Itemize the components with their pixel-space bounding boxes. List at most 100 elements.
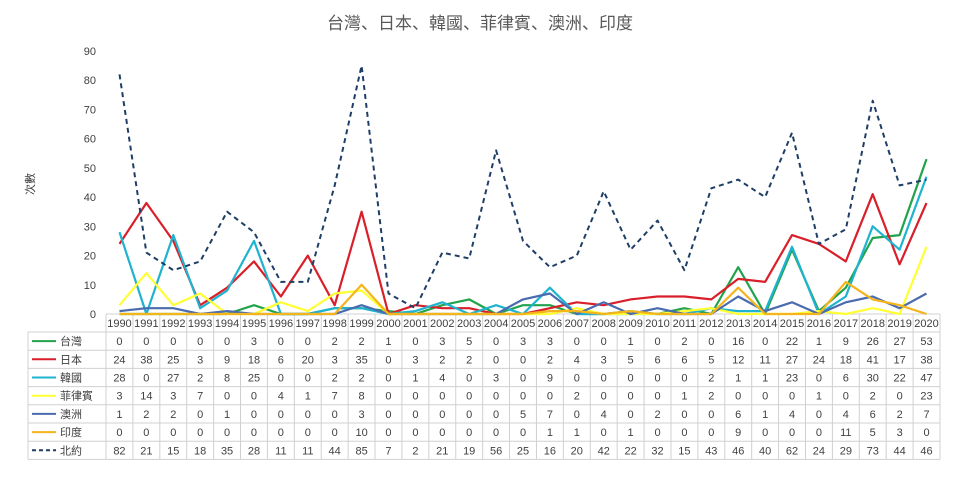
data-value: 9 bbox=[843, 336, 849, 348]
data-value: 3 bbox=[116, 391, 122, 403]
data-value: 0 bbox=[762, 336, 768, 348]
data-value: 0 bbox=[654, 391, 660, 403]
data-value: 27 bbox=[894, 336, 906, 348]
data-value: 1 bbox=[116, 409, 122, 421]
data-value: 3 bbox=[359, 409, 365, 421]
series-name: 日本 bbox=[60, 352, 82, 366]
data-value: 1 bbox=[762, 373, 768, 385]
data-value: 0 bbox=[385, 391, 391, 403]
data-value: 82 bbox=[113, 445, 125, 457]
data-value: 6 bbox=[843, 373, 849, 385]
data-value: 1 bbox=[628, 427, 634, 439]
data-value: 0 bbox=[762, 427, 768, 439]
data-value: 0 bbox=[574, 336, 580, 348]
data-value: 11 bbox=[302, 445, 313, 457]
data-value: 53 bbox=[920, 336, 932, 348]
x-tick-label: 2006 bbox=[538, 318, 562, 330]
data-value: 5 bbox=[466, 336, 472, 348]
data-value: 0 bbox=[143, 427, 149, 439]
data-value: 1 bbox=[816, 391, 822, 403]
data-value: 18 bbox=[248, 354, 260, 366]
y-tick-label: 0 bbox=[90, 309, 96, 321]
y-tick-label: 80 bbox=[84, 75, 96, 87]
data-value: 2 bbox=[359, 373, 365, 385]
x-tick-label: 2001 bbox=[403, 318, 427, 330]
data-value: 17 bbox=[894, 354, 906, 366]
x-tick-label: 2013 bbox=[726, 318, 750, 330]
data-value: 0 bbox=[574, 373, 580, 385]
data-value: 2 bbox=[332, 373, 338, 385]
data-value: 5 bbox=[520, 409, 526, 421]
data-value: 25 bbox=[517, 445, 529, 457]
data-value: 42 bbox=[598, 445, 610, 457]
data-value: 9 bbox=[735, 427, 741, 439]
series-name: 澳洲 bbox=[60, 408, 82, 421]
data-value: 46 bbox=[920, 445, 932, 457]
x-tick-label: 1991 bbox=[134, 318, 158, 330]
data-value: 0 bbox=[466, 373, 472, 385]
data-value: 3 bbox=[170, 391, 176, 403]
series-name: 北約 bbox=[60, 443, 82, 457]
data-value: 14 bbox=[140, 391, 152, 403]
data-value: 44 bbox=[894, 445, 906, 457]
data-value: 3 bbox=[897, 427, 903, 439]
data-value: 16 bbox=[544, 445, 556, 457]
data-value: 21 bbox=[140, 445, 152, 457]
data-value: 0 bbox=[654, 336, 660, 348]
data-value: 0 bbox=[332, 427, 338, 439]
data-value: 0 bbox=[251, 427, 257, 439]
data-value: 6 bbox=[735, 409, 741, 421]
data-value: 2 bbox=[197, 373, 203, 385]
x-tick-label: 1998 bbox=[322, 318, 346, 330]
data-value: 2 bbox=[708, 373, 714, 385]
data-value: 1 bbox=[816, 336, 822, 348]
data-value: 4 bbox=[574, 354, 580, 366]
series-name: 菲律賓 bbox=[60, 389, 93, 403]
data-value: 0 bbox=[923, 427, 929, 439]
y-tick-label: 10 bbox=[84, 280, 96, 292]
y-tick-label: 70 bbox=[84, 104, 96, 116]
y-tick-label: 90 bbox=[84, 46, 96, 58]
data-value: 0 bbox=[143, 373, 149, 385]
data-value: 2 bbox=[412, 445, 418, 457]
data-value: 25 bbox=[248, 373, 260, 385]
data-value: 0 bbox=[708, 427, 714, 439]
data-value: 0 bbox=[385, 427, 391, 439]
data-value: 0 bbox=[412, 409, 418, 421]
data-value: 2 bbox=[547, 354, 553, 366]
data-value: 0 bbox=[897, 391, 903, 403]
x-tick-label: 1992 bbox=[161, 318, 185, 330]
data-value: 2 bbox=[708, 391, 714, 403]
data-value: 41 bbox=[867, 354, 879, 366]
x-tick-label: 1990 bbox=[107, 318, 131, 330]
data-value: 0 bbox=[681, 373, 687, 385]
data-table: 1990 1991 1992 1993 1994 1995 1996 1997 1998 1999… bbox=[27, 313, 941, 460]
x-tick-label: 2015 bbox=[780, 318, 804, 330]
data-value: 7 bbox=[923, 409, 929, 421]
data-value: 1 bbox=[762, 409, 768, 421]
y-axis: 0 10 20 30 40 50 60 70 80 90 bbox=[84, 46, 96, 321]
data-value: 0 bbox=[385, 354, 391, 366]
data-value: 27 bbox=[167, 373, 179, 385]
data-value: 0 bbox=[493, 354, 499, 366]
data-value: 0 bbox=[278, 427, 284, 439]
data-value: 0 bbox=[116, 336, 122, 348]
series-line bbox=[119, 158, 928, 316]
data-value: 11 bbox=[275, 445, 286, 457]
data-value: 0 bbox=[816, 373, 822, 385]
x-tick-label: 1997 bbox=[296, 318, 320, 330]
x-tick-label: 2018 bbox=[860, 318, 884, 330]
data-value: 0 bbox=[601, 336, 607, 348]
series-name: 印度 bbox=[60, 425, 82, 439]
series-line bbox=[119, 280, 927, 316]
data-value: 1 bbox=[628, 336, 634, 348]
series-name: 韓國 bbox=[60, 372, 82, 385]
data-value: 32 bbox=[651, 445, 663, 457]
data-value: 0 bbox=[466, 427, 472, 439]
data-value: 23 bbox=[786, 373, 798, 385]
data-value: 3 bbox=[251, 336, 257, 348]
data-value: 0 bbox=[493, 409, 499, 421]
data-value: 0 bbox=[574, 409, 580, 421]
data-value: 22 bbox=[624, 445, 636, 457]
data-value: 28 bbox=[113, 373, 125, 385]
